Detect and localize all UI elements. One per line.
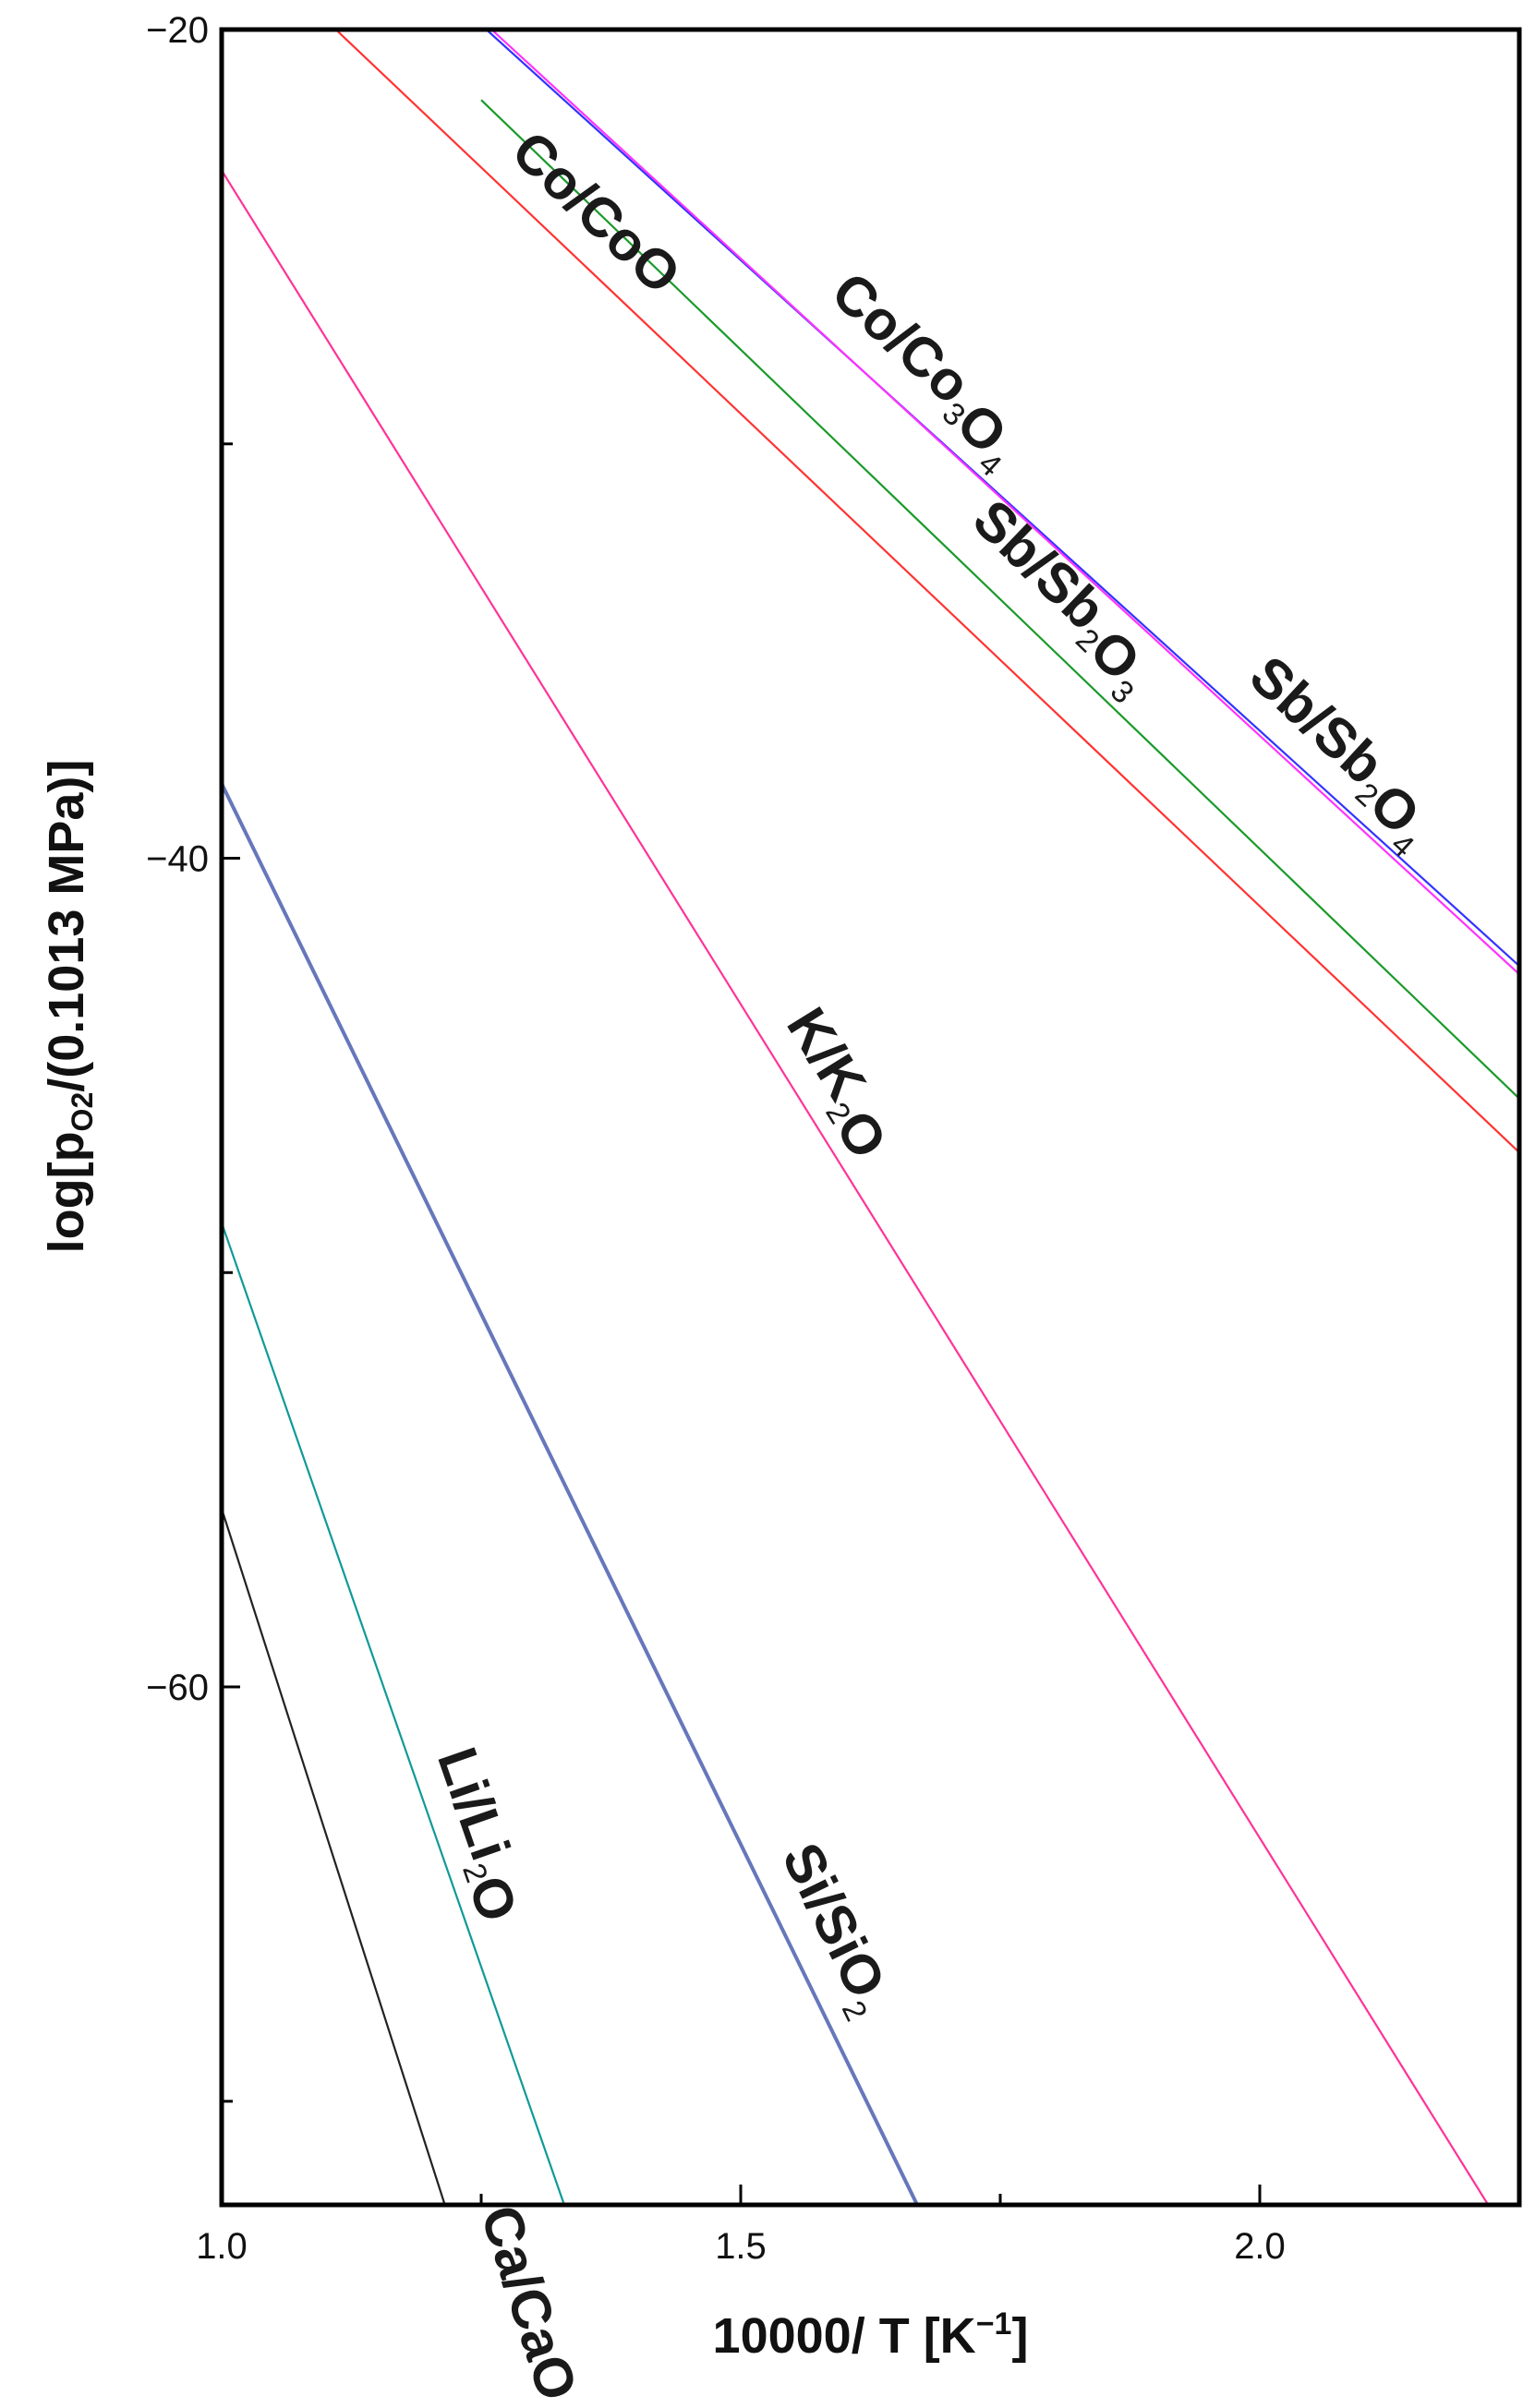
series-lines — [222, 30, 1519, 2205]
x-tick-label: 1.0 — [196, 2226, 248, 2267]
y-tick-label: −20 — [146, 10, 209, 51]
series-line-sb-sb2o3 — [480, 99, 1519, 1100]
y-tick-label: −60 — [146, 1668, 209, 1708]
series-line-co-coo — [334, 30, 1519, 1153]
series-line-co-co3o4 — [485, 30, 1519, 968]
series-line-sb-sb2o4 — [490, 30, 1519, 975]
curve-label-co-co3o4: Co/Co3O4 — [806, 260, 1041, 484]
y-axis-title: log[pO2/(0.1013 MPa)] — [39, 760, 99, 1254]
series-line-li-li2o — [222, 1222, 565, 2205]
series-line-k-k2o — [222, 169, 1490, 2205]
curve-label-sb-sb2o3: Sb/Sb2O3 — [947, 488, 1174, 710]
curve-labels: Co/Co3O4Sb/Sb2O4Sb/Sb2O3Co/CoOK/K2OSi/Si… — [414, 119, 1453, 2408]
series-line-ca-cao — [222, 1508, 446, 2205]
curve-label-k-k2o: K/K2O — [764, 997, 910, 1169]
axis-ticks: 1.0 1.5 2.0 −20 −40 −60 — [146, 10, 1286, 2267]
x-tick-label: 2.0 — [1234, 2226, 1286, 2267]
curve-label-sb-sb2o4: Sb/Sb2O4 — [1224, 644, 1453, 865]
x-axis-title: 10000/ T [K−1] — [713, 2306, 1029, 2364]
series-line-si-sio2 — [222, 782, 919, 2205]
curve-label-li-li2o: Li/Li2O — [414, 1740, 542, 1929]
x-tick-label: 1.5 — [715, 2226, 767, 2267]
curve-label-ca-cao: Ca/CaO — [469, 2198, 589, 2408]
y-tick-label: −40 — [146, 839, 209, 880]
plot-frame — [219, 27, 1522, 2208]
